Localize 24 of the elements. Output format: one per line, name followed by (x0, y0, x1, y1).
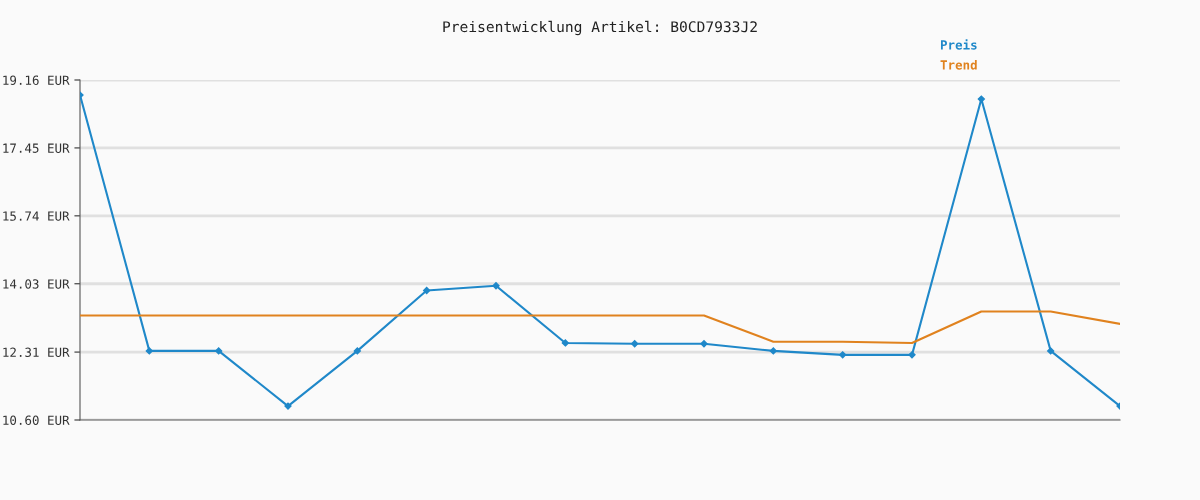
point (700, 340, 708, 348)
point (561, 339, 569, 347)
point (908, 351, 916, 359)
point (839, 351, 847, 359)
y-tick-label: 15.74 EUR (3, 211, 70, 221)
point (769, 347, 777, 355)
point (492, 282, 500, 290)
point (1047, 347, 1055, 355)
text: Preis (940, 39, 977, 50)
point (215, 347, 223, 355)
point (145, 347, 153, 355)
y-tick-label: 19.16 EUR (3, 75, 70, 85)
text: Trend (940, 59, 977, 70)
point (977, 95, 985, 103)
y-tick-label: 10.60 EUR (3, 415, 70, 425)
chart-title: Preisentwicklung Artikel: B0CD7933J2 (443, 20, 757, 36)
point (631, 340, 639, 348)
y-tick-label: 12.31 EUR (3, 347, 70, 358)
y-tick-label: 17.45 EUR (3, 143, 70, 153)
y-tick-label: 14.03 EUR (3, 279, 70, 289)
line-series (80, 310, 1120, 344)
point (423, 286, 431, 295)
point (284, 402, 292, 410)
point (353, 347, 361, 355)
